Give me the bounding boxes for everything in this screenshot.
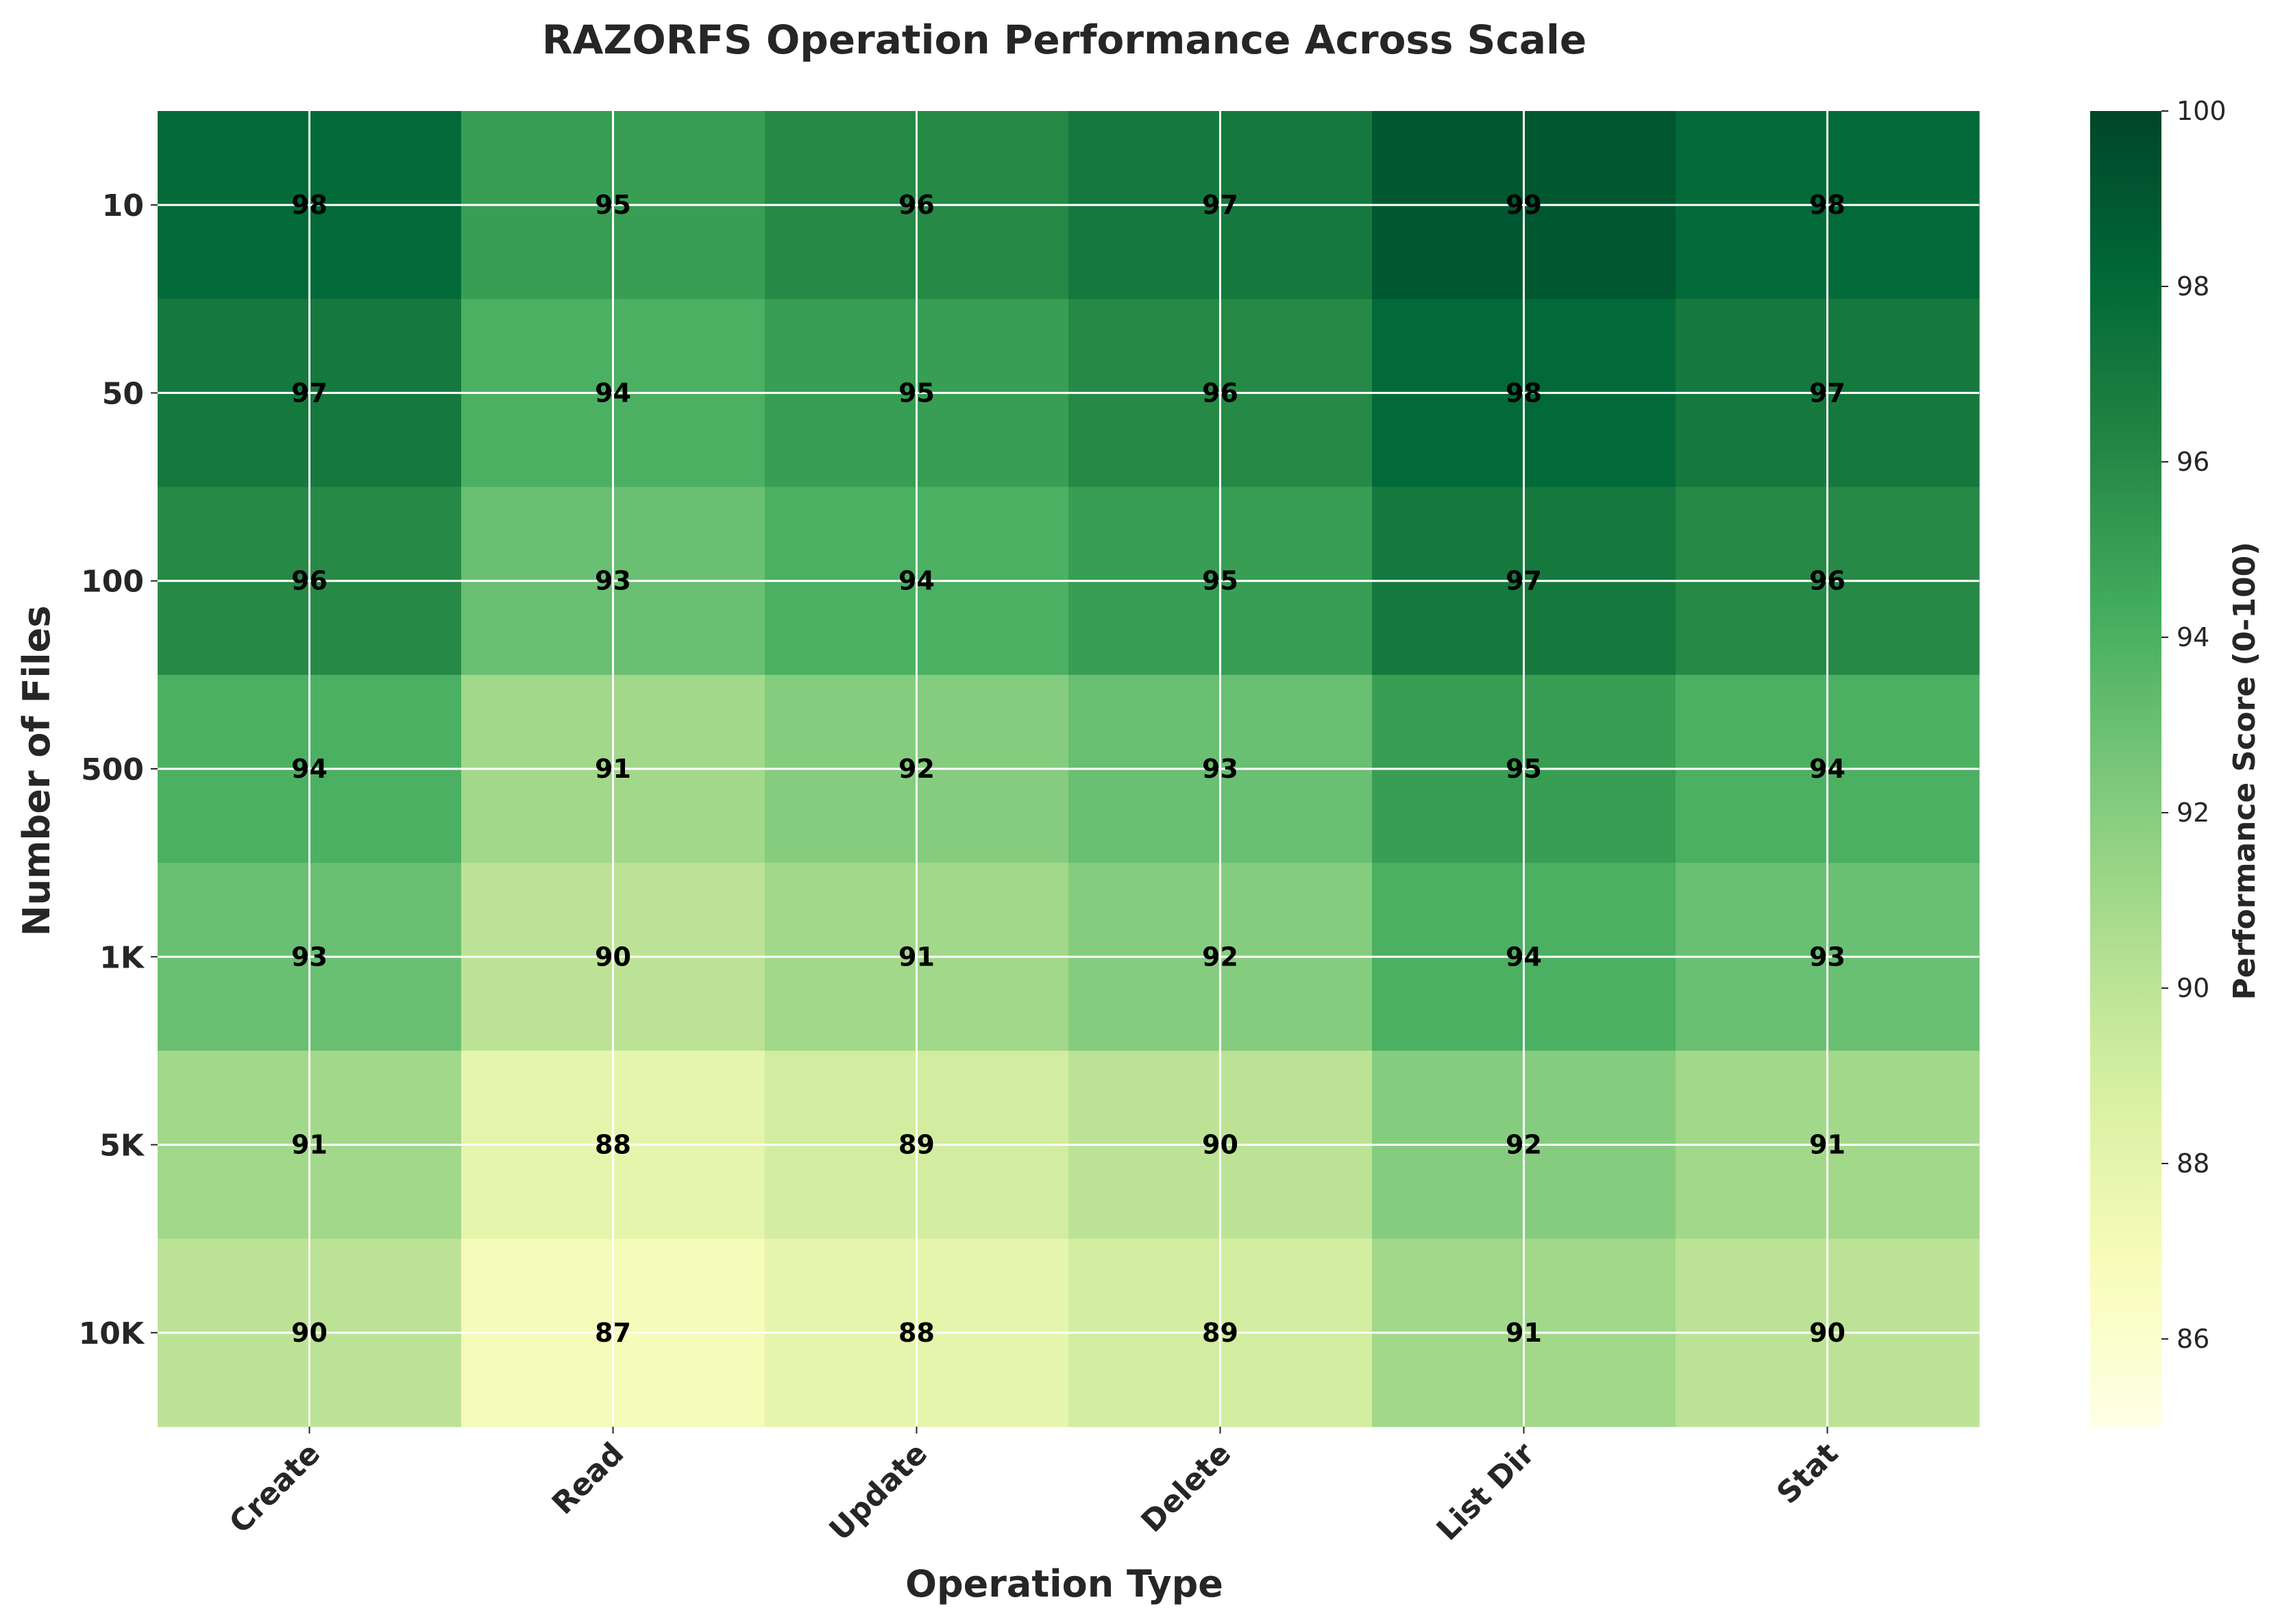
cell-value-label: 93 [291, 942, 328, 972]
cell-value-label: 98 [1506, 378, 1542, 408]
cell-value-label: 95 [898, 378, 935, 408]
y-tick-labels: 10 50 100 500 1K 5K 10K [79, 188, 158, 1351]
y-tick-label: 10 [102, 188, 144, 223]
cell-value-label: 97 [1809, 378, 1846, 408]
x-tick-label: Create [223, 1436, 327, 1540]
x-tick-label: Update [822, 1436, 934, 1548]
cell-value-label: 91 [291, 1130, 328, 1160]
colorbar-tick-label: 96 [2177, 447, 2209, 477]
x-tick-label: Delete [1135, 1436, 1238, 1540]
y-tick-label: 5K [99, 1129, 145, 1164]
cell-value-label: 98 [291, 190, 328, 220]
cell-value-label: 89 [898, 1130, 935, 1160]
y-tick-label: 500 [81, 752, 144, 787]
y-tick-label: 100 [81, 565, 144, 600]
colorbar-tick-label: 100 [2177, 96, 2227, 126]
cell-value-label: 95 [595, 190, 631, 220]
cell-value-label: 98 [1809, 190, 1846, 220]
cell-value-label: 93 [1809, 942, 1846, 972]
cell-value-label: 90 [1809, 1318, 1846, 1348]
cell-value-label: 91 [1506, 1318, 1542, 1348]
cell-value-label: 90 [595, 942, 631, 972]
cell-value-label: 95 [1202, 566, 1238, 596]
colorbar-tick-label: 98 [2177, 271, 2209, 302]
colorbar-gradient [2090, 111, 2161, 1427]
cell-value-label: 96 [898, 190, 935, 220]
cell-value-label: 94 [1809, 754, 1846, 784]
cell-value-label: 96 [291, 566, 328, 596]
chart-title: RAZORFS Operation Performance Across Sca… [542, 16, 1586, 63]
cell-value-label: 92 [898, 754, 935, 784]
cell-value-label: 95 [1506, 754, 1542, 784]
x-tick-label: Stat [1770, 1436, 1845, 1511]
cell-value-label: 88 [898, 1318, 935, 1348]
cell-value-label: 89 [1202, 1318, 1238, 1348]
cell-value-label: 94 [291, 754, 328, 784]
cell-value-label: 87 [595, 1318, 631, 1348]
cell-value-label: 91 [1809, 1130, 1846, 1160]
colorbar-tick-label: 86 [2177, 1324, 2209, 1354]
x-tick-labels: Create Read Update Delete List Dir Stat [223, 1427, 1845, 1548]
x-axis-label: Operation Type [905, 1562, 1223, 1605]
colorbar: 86 88 90 92 94 96 98 100 [2090, 96, 2227, 1427]
cell-value-label: 91 [595, 754, 631, 784]
y-tick-label: 10K [79, 1316, 145, 1351]
colorbar-tick-label: 90 [2177, 973, 2209, 1003]
grid-lines [158, 111, 1979, 1427]
cell-value-label: 99 [1506, 190, 1542, 220]
cell-value-label: 94 [1506, 942, 1542, 972]
colorbar-tick-label: 88 [2177, 1148, 2209, 1179]
cell-value-label: 90 [291, 1318, 328, 1348]
y-tick-label: 1K [99, 940, 145, 975]
cell-value-label: 92 [1202, 942, 1238, 972]
y-tick-label: 50 [102, 376, 144, 411]
cell-value-label: 88 [595, 1130, 631, 1160]
cell-value-labels: 98 95 96 97 99 98 97 94 95 96 98 97 96 93 94 95 97 96 94 91… [291, 190, 1846, 1348]
cell-value-label: 91 [898, 942, 935, 972]
colorbar-tick-label: 94 [2177, 622, 2209, 652]
cell-value-label: 94 [595, 378, 631, 408]
cell-value-label: 97 [291, 378, 328, 408]
cell-value-label: 94 [898, 566, 935, 596]
colorbar-tick-label: 92 [2177, 798, 2209, 828]
cell-value-label: 92 [1506, 1130, 1542, 1160]
cell-value-label: 93 [595, 566, 631, 596]
colorbar-label: Performance Score (0-100) [2227, 542, 2262, 1000]
cell-value-label: 90 [1202, 1130, 1238, 1160]
cell-value-label: 96 [1202, 378, 1238, 408]
cell-value-label: 93 [1202, 754, 1238, 784]
y-axis-label: Number of Files [15, 606, 58, 937]
cell-value-label: 96 [1809, 566, 1846, 596]
cell-value-label: 97 [1202, 190, 1238, 220]
x-tick-label: Read [546, 1436, 630, 1521]
cell-value-label: 97 [1506, 566, 1542, 596]
x-tick-label: List Dir [1430, 1436, 1542, 1548]
